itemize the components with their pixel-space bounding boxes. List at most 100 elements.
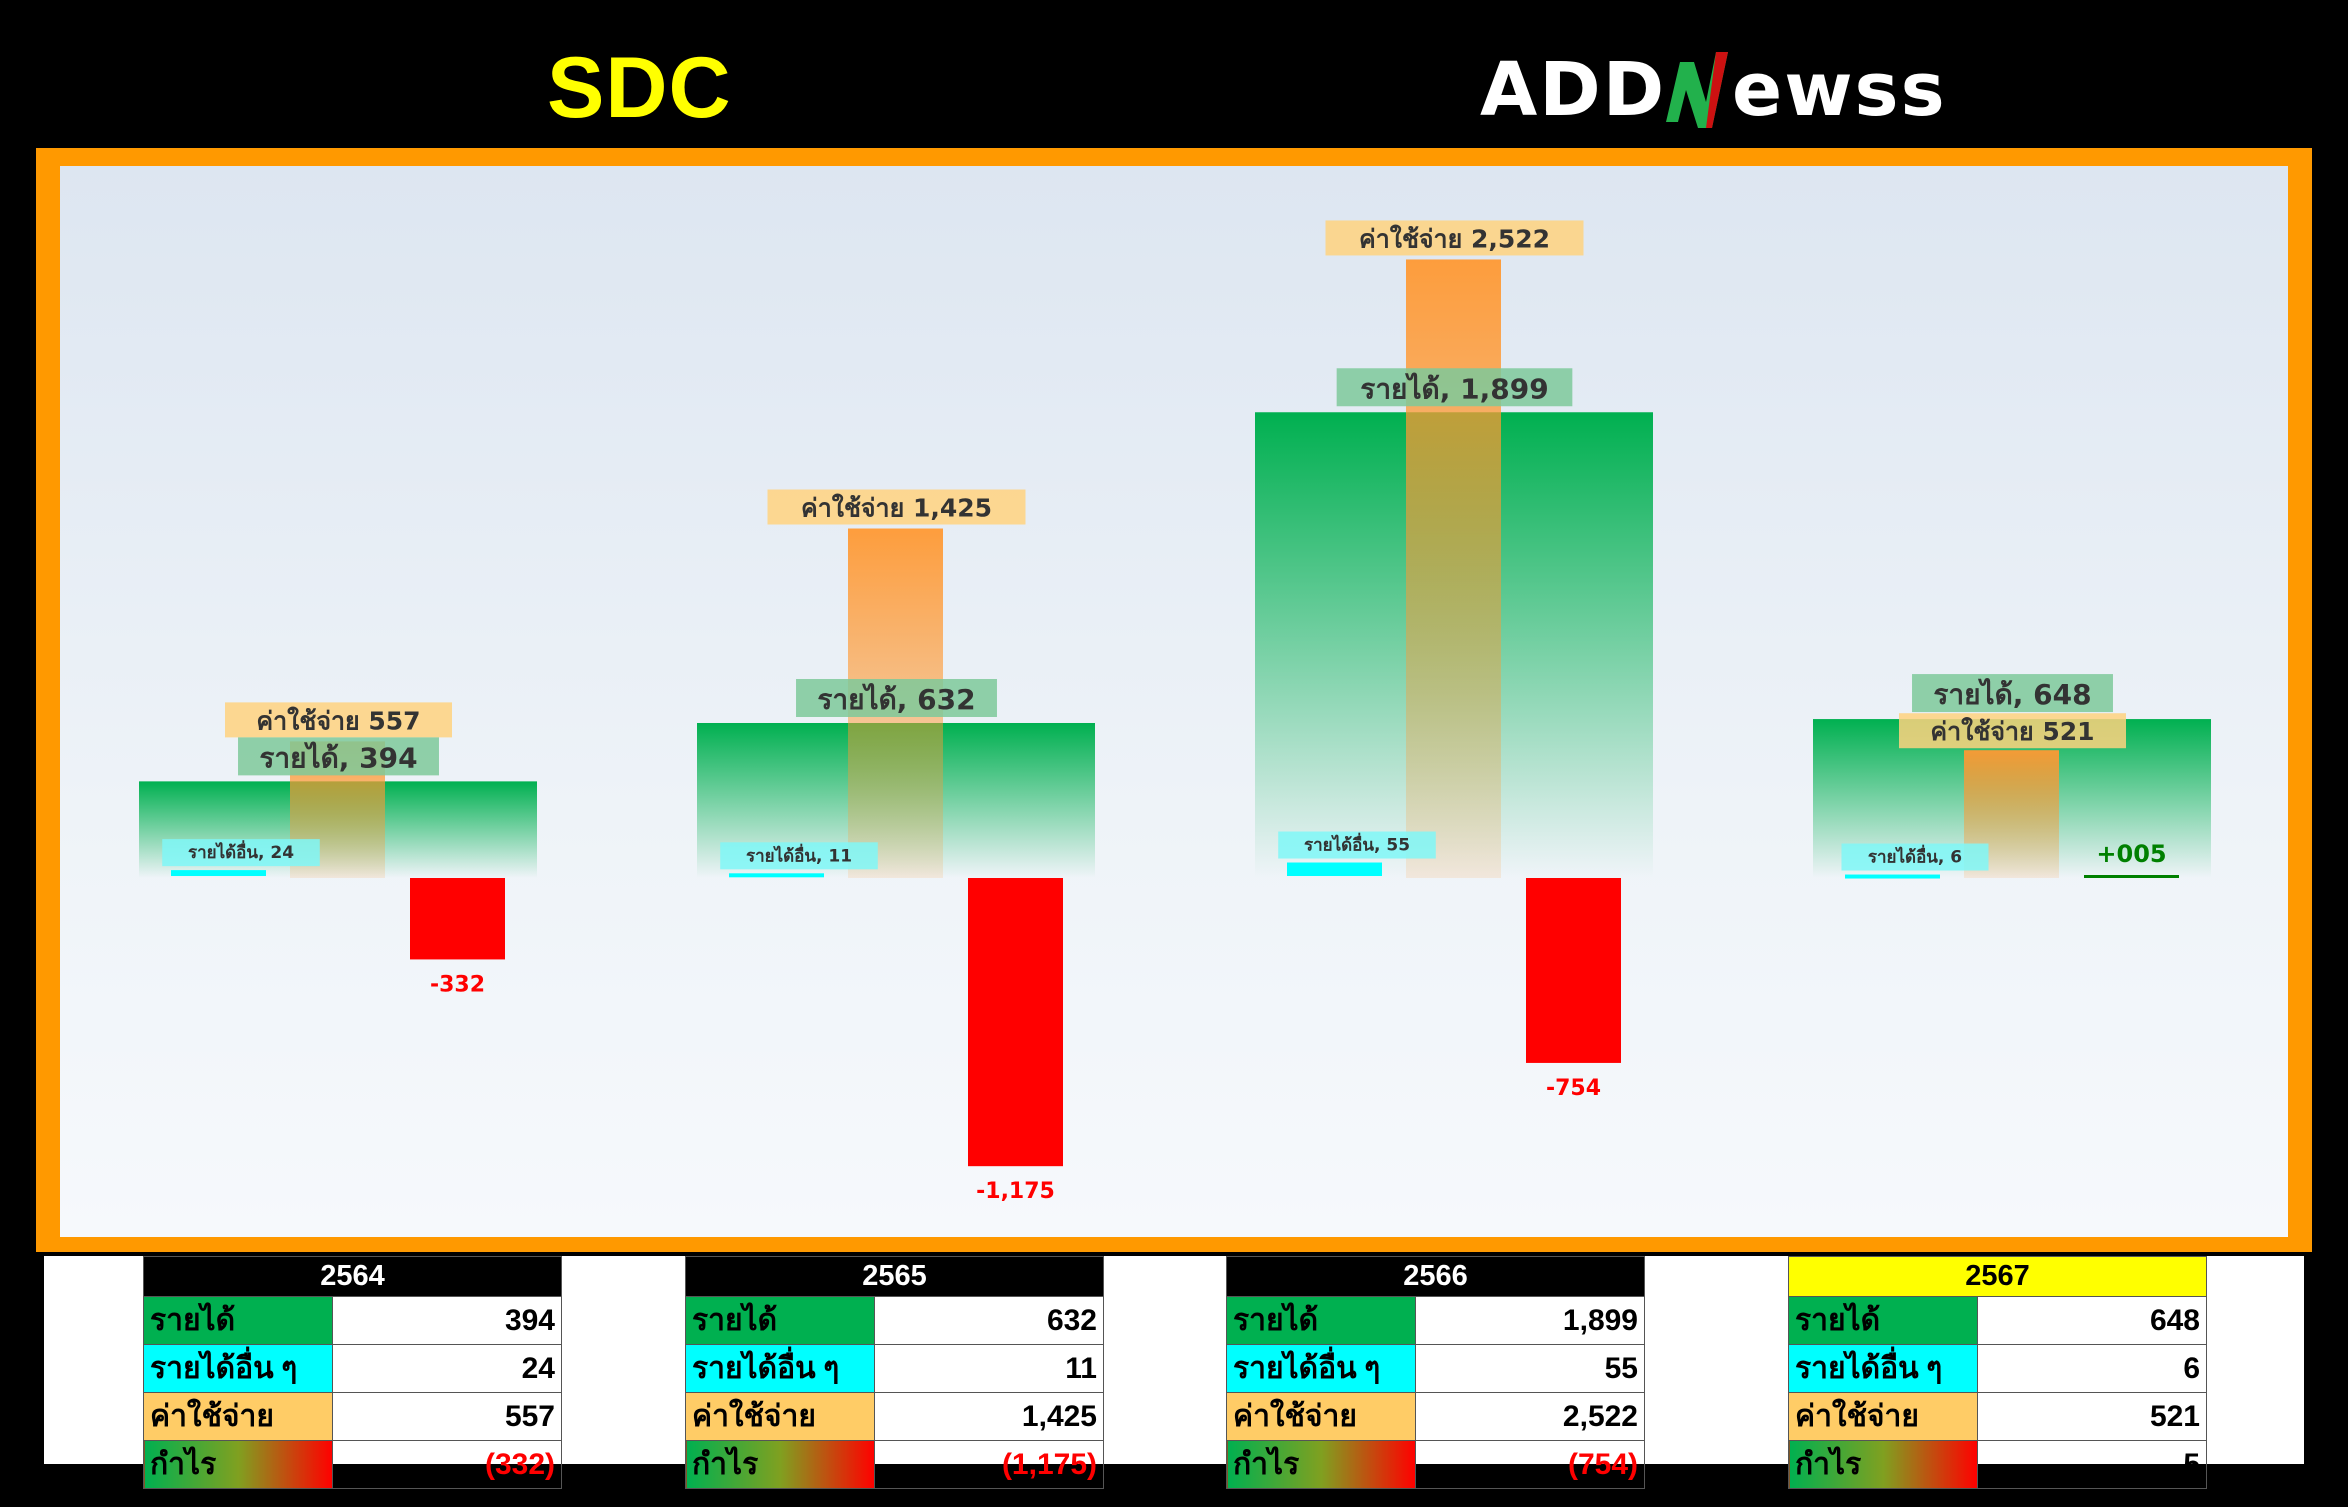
table-row: รายได้ 394 — [143, 1296, 562, 1345]
table-2564: 2564 รายได้ 394 รายได้อื่น ๆ 24 ค่าใช้จ่าย 557… — [143, 1256, 562, 1489]
row-value: 521 — [1977, 1392, 2207, 1441]
table-2566: 2566 รายได้ 1,899 รายได้อื่น ๆ 55 ค่าใช้จ่าย 2… — [1226, 1256, 1645, 1489]
table-2567: 2567 รายได้ 648 รายได้อื่น ๆ 6 ค่าใช้จ่าย 521 ก… — [1788, 1256, 2207, 1489]
chart-frame: -332 รายได้อื่น, 24 ค่าใช้จ่าย 557 รายได้, … — [36, 148, 2312, 1252]
row-value: (754) — [1415, 1440, 1645, 1489]
revenue-label-2567-bg — [1912, 674, 2113, 713]
table-row: รายได้อื่น ๆ 55 — [1226, 1344, 1645, 1393]
row-value: (332) — [332, 1440, 562, 1489]
revenue-label-2567: รายได้, 648 — [1933, 678, 2091, 711]
table-row: กำไร (332) — [143, 1440, 562, 1489]
expense-label-2566-bg — [1325, 220, 1584, 256]
table-row: กำไร (754) — [1226, 1440, 1645, 1489]
table-row: ค่าใช้จ่าย 557 — [143, 1392, 562, 1441]
table-year-header: 2565 — [685, 1256, 1104, 1297]
row-label: ค่าใช้จ่าย — [1788, 1392, 1978, 1441]
other-income-bar-2567 — [1845, 874, 1940, 879]
other-income-label-2566: รายได้อื่น, 55 — [1304, 833, 1410, 856]
profit-label-2566: -754 — [1546, 1076, 1601, 1101]
row-value: 648 — [1977, 1296, 2207, 1345]
row-label: รายได้อื่น ๆ — [1788, 1344, 1978, 1393]
table-year-header: 2567 — [1788, 1256, 2207, 1297]
summary-tables: 2564 รายได้ 394 รายได้อื่น ๆ 24 ค่าใช้จ่าย 557… — [44, 1256, 2304, 1489]
row-value: 557 — [332, 1392, 562, 1441]
expense-label-2564-bg — [225, 702, 452, 738]
revenue-label-2566-bg — [1336, 368, 1573, 407]
table-row: กำไร 5 — [1788, 1440, 2207, 1489]
table-2565: 2565 รายได้ 632 รายได้อื่น ๆ 11 ค่าใช้จ่าย 1,4… — [685, 1256, 1104, 1489]
table-row: กำไร (1,175) — [685, 1440, 1104, 1489]
row-label: ค่าใช้จ่าย — [143, 1392, 333, 1441]
profit-bar-2565 — [968, 878, 1063, 1167]
table-row: ค่าใช้จ่าย 2,522 — [1226, 1392, 1645, 1441]
bar-chart: -332 รายได้อื่น, 24 ค่าใช้จ่าย 557 รายได้, … — [139, 220, 2211, 1204]
row-label: ค่าใช้จ่าย — [1226, 1392, 1416, 1441]
row-label: รายได้อื่น ๆ — [143, 1344, 333, 1393]
table-row: รายได้อื่น ๆ 24 — [143, 1344, 562, 1393]
row-label: รายได้อื่น ๆ — [685, 1344, 875, 1393]
row-value: 1,899 — [1415, 1296, 1645, 1345]
row-label: กำไร — [1226, 1440, 1416, 1489]
row-value: 55 — [1415, 1344, 1645, 1393]
svg-text:ewss: ewss — [1732, 47, 1947, 133]
row-value: (1,175) — [874, 1440, 1104, 1489]
other-income-label-2564-bg — [162, 839, 320, 867]
plot-area: -332 รายได้อื่น, 24 ค่าใช้จ่าย 557 รายได้, … — [60, 166, 2288, 1237]
profit-bar-2564 — [410, 878, 505, 960]
profit-label-2564: -332 — [430, 972, 485, 997]
table-row: รายได้ 1,899 — [1226, 1296, 1645, 1345]
other-income-bar-2564 — [171, 870, 266, 876]
other-income-label-2564: รายได้อื่น, 24 — [188, 840, 294, 863]
expense-label-2565: ค่าใช้จ่าย 1,425 — [801, 493, 992, 523]
expense-bar-2566 — [1406, 259, 1501, 878]
row-value: 24 — [332, 1344, 562, 1393]
company-ticker: SDC — [547, 40, 732, 136]
row-label: กำไร — [1788, 1440, 1978, 1489]
row-value: 632 — [874, 1296, 1104, 1345]
table-row: ค่าใช้จ่าย 521 — [1788, 1392, 2207, 1441]
profit-bar-2566 — [1526, 878, 1621, 1063]
expense-label-2564: ค่าใช้จ่าย 557 — [256, 705, 420, 735]
profit-bar-2567 — [2084, 875, 2179, 878]
other-income-label-2566-bg — [1278, 831, 1436, 859]
other-income-bar-2565 — [729, 873, 824, 878]
expense-label-2566: ค่าใช้จ่าย 2,522 — [1359, 223, 1550, 253]
row-label: รายได้ — [1226, 1296, 1416, 1345]
row-label: กำไร — [685, 1440, 875, 1489]
expense-label-2567-bg — [1899, 713, 2126, 749]
table-row: รายได้อื่น ๆ 11 — [685, 1344, 1104, 1393]
table-year-header: 2566 — [1226, 1256, 1645, 1297]
svg-text:ADD: ADD — [1480, 47, 1666, 133]
other-income-label-2567: รายได้อื่น, 6 — [1868, 845, 1962, 868]
expense-label-2565-bg — [767, 489, 1026, 525]
row-label: รายได้ — [685, 1296, 875, 1345]
row-value: 5 — [1977, 1440, 2207, 1489]
row-value: 11 — [874, 1344, 1104, 1393]
brand-logo: ADD ewss — [1480, 47, 1947, 133]
revenue-label-2564: รายได้, 394 — [259, 741, 417, 774]
other-income-label-2565: รายได้อื่น, 11 — [746, 843, 852, 866]
other-income-label-2567-bg — [1841, 843, 1989, 871]
revenue-label-2566: รายได้, 1,899 — [1360, 372, 1548, 405]
row-label: รายได้ — [1788, 1296, 1978, 1345]
table-year-header: 2564 — [143, 1256, 562, 1297]
revenue-label-2565: รายได้, 632 — [817, 683, 975, 716]
revenue-label-2564-bg — [238, 737, 439, 776]
row-value: 2,522 — [1415, 1392, 1645, 1441]
row-value: 394 — [332, 1296, 562, 1345]
table-row: รายได้ 648 — [1788, 1296, 2207, 1345]
revenue-label-2565-bg — [796, 678, 997, 717]
expense-label-2567: ค่าใช้จ่าย 521 — [1930, 716, 2094, 746]
row-label: ค่าใช้จ่าย — [685, 1392, 875, 1441]
row-label: รายได้ — [143, 1296, 333, 1345]
table-row: รายได้ 632 — [685, 1296, 1104, 1345]
table-row: ค่าใช้จ่าย 1,425 — [685, 1392, 1104, 1441]
profit-label-2567: +005 — [2096, 840, 2166, 868]
other-income-label-2565-bg — [720, 842, 878, 870]
other-income-bar-2566 — [1287, 862, 1382, 876]
row-label: กำไร — [143, 1440, 333, 1489]
profit-label-2565: -1,175 — [976, 1179, 1055, 1204]
row-label: รายได้อื่น ๆ — [1226, 1344, 1416, 1393]
row-value: 6 — [1977, 1344, 2207, 1393]
